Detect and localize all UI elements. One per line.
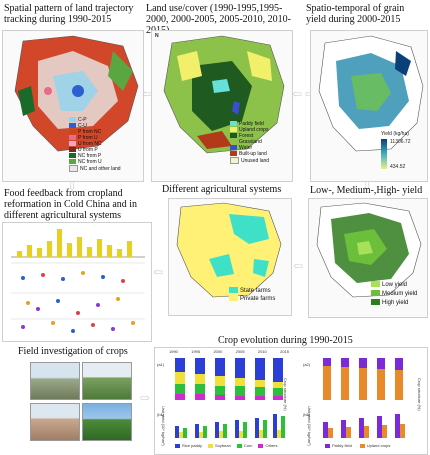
agricultural-systems-map	[176, 202, 282, 298]
yield-legend-title: Yield (kg/ha)	[381, 131, 409, 137]
legend-item: Built-up land	[230, 151, 269, 157]
yield-levels-legend: Low yield Medium yield High yield	[371, 281, 417, 308]
legend-item: U from P	[69, 147, 121, 153]
title-food-feedback: Food feedback from cropland reformation …	[4, 188, 138, 221]
yield-levels-map	[316, 202, 422, 298]
crop-evolution-bars	[175, 358, 405, 438]
land-trajectory-map-panel: C-P C-U P from NC P from U U from NC U f…	[2, 30, 144, 182]
legend-item: P from U	[69, 135, 121, 141]
double-arrow-icon: ⇦ ⇨	[292, 87, 316, 101]
legend-item: NC from U	[69, 159, 121, 165]
left-arrow-icon: ⇦	[293, 259, 304, 273]
legend-item: Rice paddy	[175, 443, 202, 448]
legend-item: Paddy field	[230, 121, 269, 127]
field-photo	[82, 362, 132, 400]
right-arrow-icon: ⇨	[140, 391, 151, 405]
legend-item: Medium yield	[371, 290, 417, 299]
legend-item: U from NC	[69, 141, 121, 147]
down-arrow-icon: ⇩	[67, 179, 78, 193]
legend-item: Upland crops	[230, 127, 269, 133]
land-trajectory-map	[14, 35, 139, 152]
yield-gradient-bar	[381, 139, 387, 169]
panel-label-a2: (a2)	[303, 362, 311, 367]
legend-item: High yield	[371, 299, 417, 308]
legend-item: Others	[258, 443, 278, 448]
legend-item: Upland crops	[359, 443, 390, 448]
grain-yield-map-panel: Yield (kg/ha) 11306.72 434.52	[310, 30, 428, 182]
grain-yield-map	[318, 35, 424, 152]
land-trajectory-legend: C-P C-U P from NC P from U U from NC U f…	[69, 117, 121, 172]
title-agricultural-systems: Different agricultural systems	[162, 184, 282, 195]
legend-item: Low yield	[371, 281, 417, 290]
field-photo	[30, 403, 80, 441]
land-use-map	[163, 35, 285, 154]
land-use-legend: Paddy field Upland crops Forest Grasslan…	[230, 121, 269, 164]
title-crop-evolution: Crop evolution during 1990-2015	[218, 335, 353, 346]
y-axis-label-left: Crop structure (%)	[283, 378, 288, 411]
legend-item: Corn	[236, 443, 252, 448]
y-axis-label-right: Crop structure (%)	[417, 378, 422, 411]
y-axis-label-right-b: Unit yield (10⁴ kg/hm²)	[307, 406, 312, 446]
legend-item: NC and other land	[69, 165, 121, 172]
agricultural-systems-legend: State farms Private farms	[229, 287, 275, 303]
panel-label-b2: (b2)	[303, 412, 311, 417]
panel-label-b1: (b1)	[157, 412, 165, 417]
legend-item: Forest	[230, 133, 269, 139]
crop-legend-left: Rice paddy Soybean Corn Others	[175, 443, 278, 448]
down-arrow-icon: ⇩	[362, 179, 373, 193]
legend-item: P from NC	[69, 129, 121, 135]
years-axis-top: 1990 1995 2000 2005 2010 2015	[169, 349, 289, 354]
food-feedback-charts	[11, 229, 145, 333]
yield-min-label: 434.52	[390, 164, 406, 170]
food-feedback-chart-panel	[2, 222, 152, 342]
title-yield-levels: Low-, Medium-,High- yield	[310, 185, 423, 196]
legend-item: Paddy field	[325, 443, 352, 448]
legend-item: C-U	[69, 123, 121, 129]
legend-item: State farms	[229, 287, 275, 295]
field-photo	[82, 403, 132, 441]
legend-item: Water	[230, 145, 269, 151]
legend-item: Grassland	[230, 139, 269, 145]
y-axis-label-left-b: Unit yield (10⁴ kg/hm²)	[161, 406, 166, 446]
legend-item: C-P	[69, 117, 121, 123]
title-field-investigation: Field investigation of crops	[18, 346, 128, 357]
north-arrow-icon: N	[155, 33, 159, 39]
land-use-map-panel: N Paddy field Upland crops Forest Grassl…	[151, 30, 293, 182]
field-photo	[30, 362, 80, 400]
title-land-trajectory: Spatial pattern of land trajectory track…	[4, 3, 134, 25]
yield-levels-map-panel: Low yield Medium yield High yield	[308, 198, 428, 318]
yield-max-label: 11306.72	[390, 139, 411, 145]
panel-label-a1: (a1)	[157, 362, 165, 367]
crop-evolution-chart-panel: 1990 1995 2000 2005 2010 2015 (a1) (b1) (a2) …	[154, 347, 428, 455]
crop-legend-right: Paddy field Upland crops	[325, 443, 390, 448]
title-grain-yield: Spatio-temporal of grain yield during 20…	[306, 3, 405, 25]
agricultural-systems-map-panel: State farms Private farms	[168, 198, 292, 316]
left-arrow-icon: ⇦	[153, 265, 164, 279]
legend-item: Unused land	[230, 157, 269, 164]
legend-item: NC from P	[69, 153, 121, 159]
legend-item: Soybean	[208, 443, 231, 448]
legend-item: Private farms	[229, 295, 275, 303]
